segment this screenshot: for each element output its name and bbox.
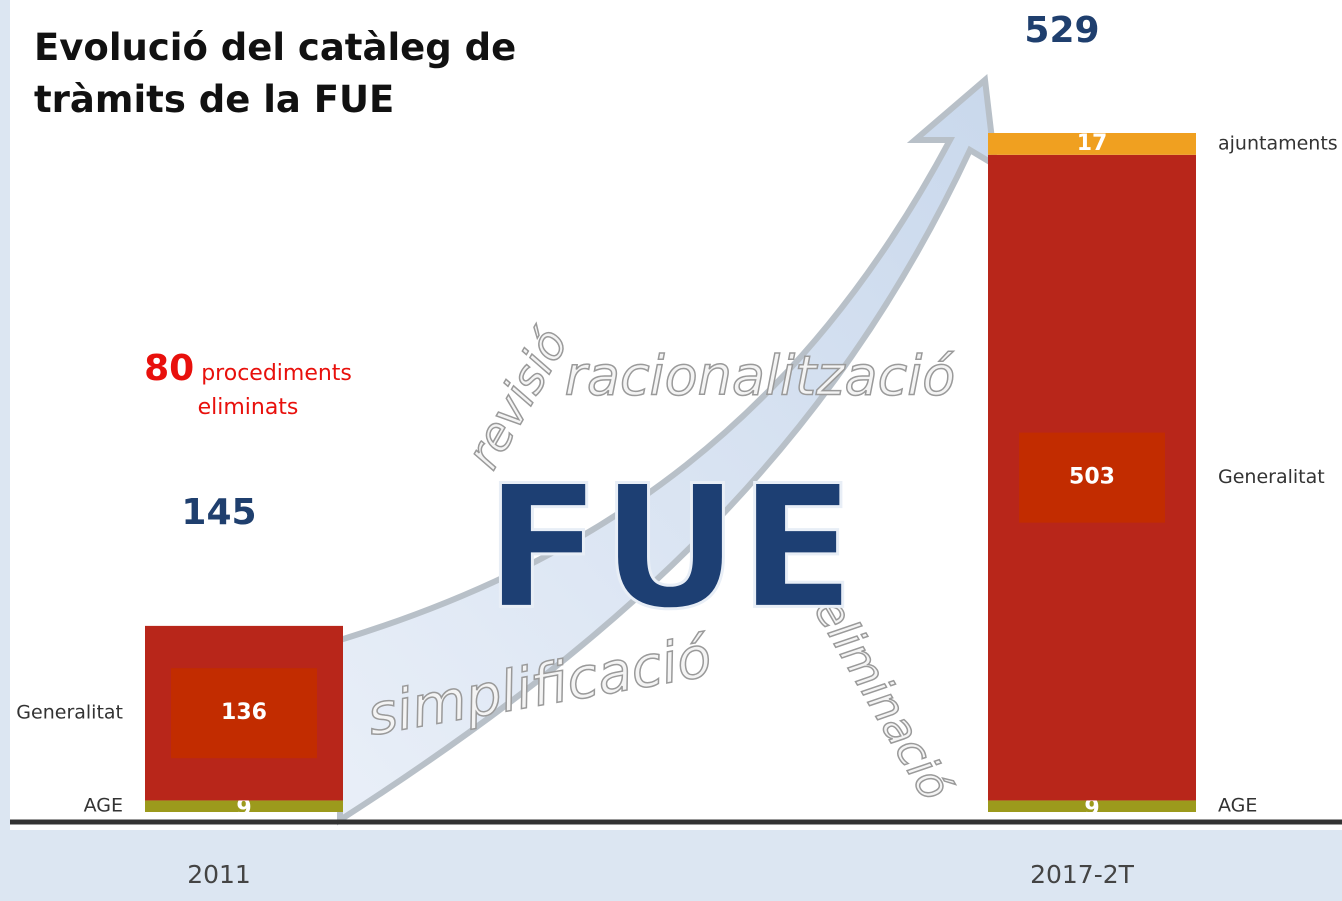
annotation: 80 procediments eliminats [118, 352, 378, 425]
series-label: AGE [1218, 795, 1257, 817]
background-word: racionalització [565, 345, 956, 408]
annotation-value: 80 [144, 348, 194, 389]
logo: FUE [485, 449, 855, 647]
x-tick-label: 2017-2T [1030, 860, 1135, 889]
value-label: 503 [1069, 465, 1115, 490]
value-label: 136 [221, 700, 267, 725]
chart-title: Evolució del catàleg de tràmits de la FU… [34, 22, 674, 126]
chart: revisióracionalitzaciósimplificacióelimi… [0, 0, 1342, 901]
value-label: 17 [1077, 131, 1108, 156]
x-tick-label: 2011 [187, 860, 251, 889]
series-label: AGE [84, 795, 123, 817]
page: revisióracionalitzaciósimplificacióelimi… [0, 0, 1342, 901]
series-label: ajuntaments [1218, 132, 1338, 154]
series-label: Generalitat [16, 702, 123, 724]
annotation-text: procediments eliminats [198, 361, 352, 420]
total-label: 529 [1024, 10, 1099, 51]
total-label: 145 [181, 492, 256, 533]
series-label: Generalitat [1218, 466, 1325, 488]
